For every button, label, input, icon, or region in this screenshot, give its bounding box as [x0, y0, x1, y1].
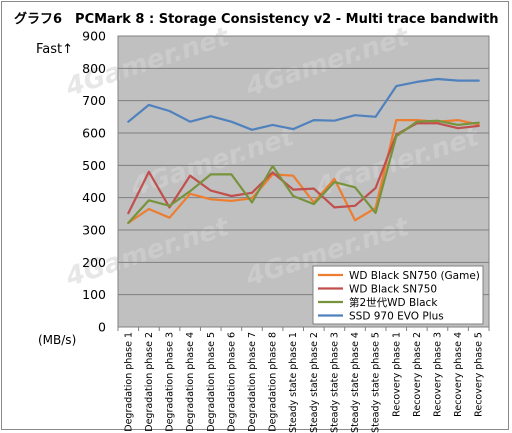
x-tick-label: Recovery phase 5 — [474, 332, 485, 417]
x-tick-label: Degradation phase 1 — [123, 332, 134, 432]
series-line — [127, 77, 480, 131]
x-tick-label: Steady state phase 1 — [288, 332, 299, 433]
series-line — [127, 122, 480, 215]
y-tick-label: 600 — [82, 126, 106, 141]
y-tick-label: 300 — [82, 223, 106, 238]
y-tick-label: 400 — [82, 190, 106, 205]
x-tick-label: Recovery phase 2 — [412, 332, 423, 417]
y-tick-label: 500 — [82, 158, 106, 173]
x-tick-label: Degradation phase 3 — [165, 332, 176, 432]
x-tick-label: Degradation phase 2 — [144, 332, 155, 432]
x-tick-label: Degradation phase 8 — [268, 332, 279, 432]
y-tick-label: 0 — [98, 320, 106, 335]
y-tick-label: 100 — [82, 287, 106, 302]
legend-label: WD Black SN750 — [349, 284, 437, 296]
x-tick-label: Degradation phase 4 — [185, 332, 196, 432]
legend-label: 第2世代WD Black — [349, 296, 438, 309]
y-tick-label: 900 — [82, 29, 106, 44]
x-tick-label: Recovery phase 1 — [391, 332, 402, 417]
x-tick-label: Steady state phase 5 — [371, 332, 382, 433]
x-tick-label: Recovery phase 3 — [432, 332, 443, 417]
x-tick-label: Degradation phase 6 — [226, 332, 237, 432]
x-tick-label: Steady state phase 4 — [350, 332, 361, 433]
x-tick-label: Degradation phase 5 — [206, 332, 217, 432]
legend-label: SSD 970 EVO Plus — [349, 311, 444, 323]
series-line — [127, 119, 480, 224]
y-tick-label: 700 — [82, 93, 106, 108]
x-tick-label: Recovery phase 4 — [453, 332, 464, 417]
x-tick-label: Steady state phase 2 — [309, 332, 320, 433]
y-tick-label: 800 — [82, 61, 106, 76]
x-tick-label: Steady state phase 3 — [329, 332, 340, 433]
fast-indicator-label: Fast↑ — [36, 42, 74, 57]
x-tick-label: Degradation phase 7 — [247, 332, 258, 432]
y-tick-label: 200 — [82, 255, 106, 270]
legend-label: WD Black SN750 (Game) — [349, 270, 480, 282]
y-axis-unit-label: (MB/s) — [38, 333, 77, 347]
chart-title: グラフ6 PCMark 8 : Storage Consistency v2 -… — [14, 12, 499, 27]
